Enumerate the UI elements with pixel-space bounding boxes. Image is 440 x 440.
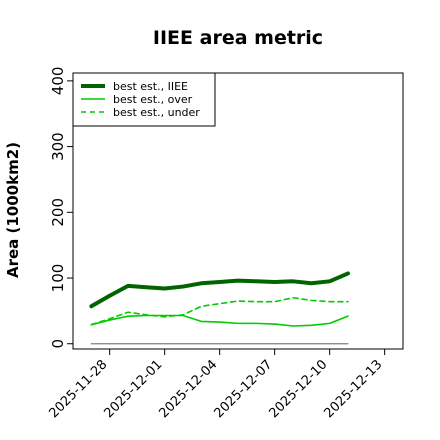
x-tick-label-4: 2025-12-10 xyxy=(266,357,330,421)
legend-label-2: best est., under xyxy=(113,106,200,119)
y-tick-label-4: 400 xyxy=(49,67,67,96)
x-tick-label-1: 2025-12-01 xyxy=(101,357,165,421)
y-tick-label-1: 100 xyxy=(49,264,67,293)
x-tick-label-0: 2025-11-28 xyxy=(46,357,110,421)
legend-label-0: best est., IIEE xyxy=(113,80,188,93)
y-tick-label-0: 0 xyxy=(49,339,67,349)
y-tick-label-3: 300 xyxy=(49,132,67,161)
x-tick-label-5: 2025-12-13 xyxy=(321,357,385,421)
y-axis-label: Area (1000km2) xyxy=(4,142,22,278)
y-tick-label-2: 200 xyxy=(49,198,67,227)
plot-area xyxy=(72,72,404,350)
series-line-0 xyxy=(89,271,350,309)
x-tick-label-3: 2025-12-07 xyxy=(211,357,275,421)
legend-label-1: best est., over xyxy=(113,93,193,106)
chart-title: IIEE area metric xyxy=(153,27,323,49)
series-line-1 xyxy=(90,314,349,327)
series-layer xyxy=(89,271,350,345)
series-line-2 xyxy=(90,296,349,326)
x-axis: 2025-11-282025-12-012025-12-042025-12-07… xyxy=(46,349,385,421)
x-tick-label-2: 2025-12-04 xyxy=(156,357,220,421)
y-axis: 0 100 200 300 400 xyxy=(49,67,73,349)
